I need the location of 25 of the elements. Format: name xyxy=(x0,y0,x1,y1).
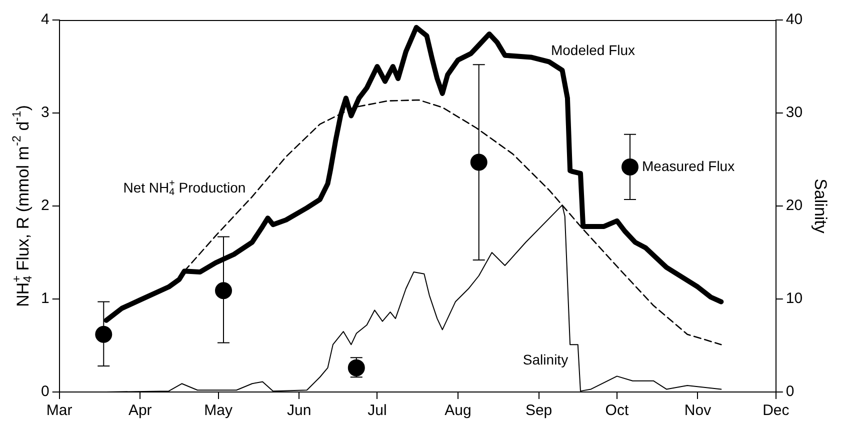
y-tick-label: 2 xyxy=(41,197,50,214)
x-tick-label: Aug xyxy=(444,402,472,420)
x-tick-label: Jul xyxy=(368,402,387,420)
y2-tick-label: 0 xyxy=(786,383,794,400)
series-label: Salinity xyxy=(522,351,568,368)
y-tick-label: 4 xyxy=(41,11,50,28)
y-tick-label: 3 xyxy=(41,104,50,122)
x-tick-label: Apr xyxy=(128,402,152,420)
y-axis-title: NH4+ Flux, R (mmol m-2 d-1) xyxy=(9,105,35,307)
x-tick-label: Jun xyxy=(286,402,312,420)
y2-axis-title: Salinity xyxy=(811,178,830,234)
x-tick-label: Nov xyxy=(684,402,712,420)
x-tick-label: Oct xyxy=(605,402,630,420)
x-tick-label: Dec xyxy=(762,402,790,420)
y2-tick-label: 20 xyxy=(786,197,803,214)
y2-tick-label: 30 xyxy=(786,104,803,122)
y-tick-label: 0 xyxy=(41,383,50,400)
y-tick-label: 1 xyxy=(41,290,50,308)
series-label: Modeled Flux xyxy=(550,42,636,58)
y2-tick-label: 40 xyxy=(786,11,803,28)
y2-tick-label: 10 xyxy=(786,290,803,308)
x-tick-label: Mar xyxy=(46,402,72,420)
x-tick-label: Sep xyxy=(525,402,552,420)
x-tick-label: May xyxy=(204,402,233,420)
series-label: Measured Flux xyxy=(642,158,735,174)
